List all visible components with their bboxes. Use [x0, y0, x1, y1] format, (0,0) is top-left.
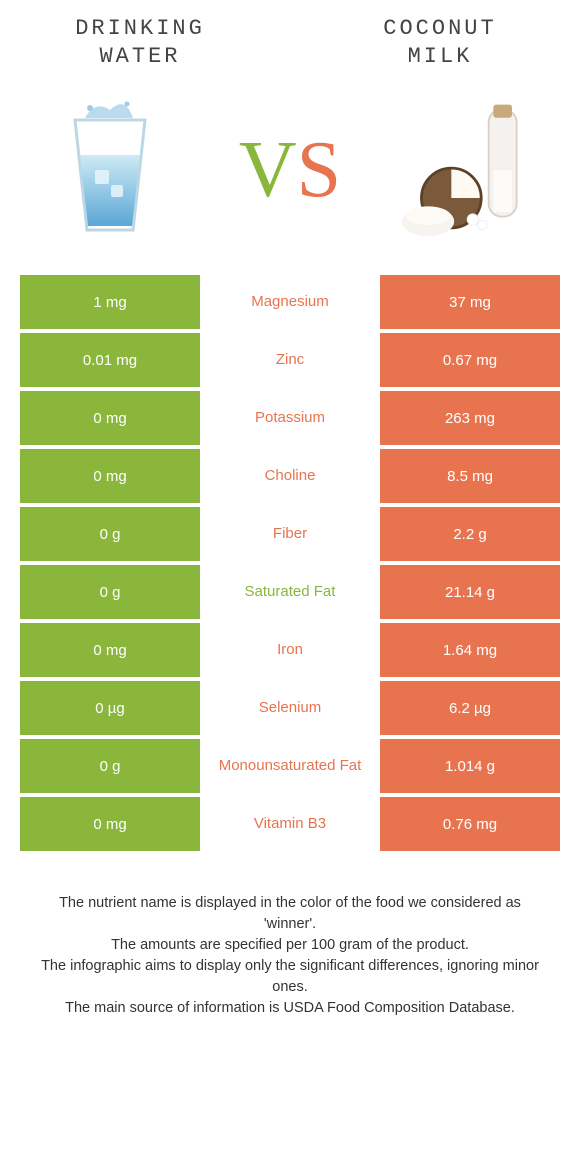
- right-food-title: Coconut milk: [340, 15, 540, 70]
- right-value-cell: 6.2 µg: [380, 681, 560, 735]
- coconut-milk-icon: [400, 95, 540, 245]
- nutrient-label: Vitamin B3: [200, 797, 380, 851]
- comparison-table: 1 mgMagnesium37 mg0.01 mgZinc0.67 mg0 mg…: [0, 275, 580, 851]
- right-value-cell: 1.64 mg: [380, 623, 560, 677]
- nutrient-label: Magnesium: [200, 275, 380, 329]
- table-row: 0 gSaturated Fat21.14 g: [20, 565, 560, 619]
- table-row: 0 mgVitamin B30.76 mg: [20, 797, 560, 851]
- nutrient-label: Potassium: [200, 391, 380, 445]
- footer-line1: The nutrient name is displayed in the co…: [35, 893, 545, 935]
- left-food-title: Drinking water: [40, 15, 240, 70]
- right-value-cell: 8.5 mg: [380, 449, 560, 503]
- left-value-cell: 0 mg: [20, 623, 200, 677]
- nutrient-label: Zinc: [200, 333, 380, 387]
- nutrient-label: Fiber: [200, 507, 380, 561]
- left-value-cell: 0 mg: [20, 449, 200, 503]
- left-value-cell: 0 µg: [20, 681, 200, 735]
- right-value-cell: 2.2 g: [380, 507, 560, 561]
- images-row: VS: [0, 80, 580, 275]
- nutrient-label: Selenium: [200, 681, 380, 735]
- nutrient-label: Monounsaturated Fat: [200, 739, 380, 793]
- left-value-cell: 1 mg: [20, 275, 200, 329]
- left-value-cell: 0 g: [20, 507, 200, 561]
- nutrient-label: Saturated Fat: [200, 565, 380, 619]
- right-value-cell: 0.67 mg: [380, 333, 560, 387]
- table-row: 0 gMonounsaturated Fat1.014 g: [20, 739, 560, 793]
- table-row: 0 mgIron1.64 mg: [20, 623, 560, 677]
- left-value-cell: 0 mg: [20, 391, 200, 445]
- vs-s: S: [297, 125, 342, 216]
- water-glass-icon: [40, 95, 180, 245]
- right-value-cell: 0.76 mg: [380, 797, 560, 851]
- table-row: 0.01 mgZinc0.67 mg: [20, 333, 560, 387]
- header: Drinking water Coconut milk: [0, 0, 580, 80]
- vs-v: V: [239, 125, 297, 216]
- right-value-cell: 1.014 g: [380, 739, 560, 793]
- footer-notes: The nutrient name is displayed in the co…: [0, 855, 580, 1019]
- left-title-line2: water: [99, 44, 180, 69]
- left-value-cell: 0 mg: [20, 797, 200, 851]
- nutrient-label: Choline: [200, 449, 380, 503]
- right-value-cell: 37 mg: [380, 275, 560, 329]
- table-row: 0 gFiber2.2 g: [20, 507, 560, 561]
- table-row: 0 µgSelenium6.2 µg: [20, 681, 560, 735]
- left-title-line1: Drinking: [75, 16, 205, 41]
- left-value-cell: 0 g: [20, 565, 200, 619]
- left-value-cell: 0.01 mg: [20, 333, 200, 387]
- footer-line4: The main source of information is USDA F…: [35, 998, 545, 1019]
- table-row: 0 mgCholine8.5 mg: [20, 449, 560, 503]
- right-title-line2: milk: [408, 44, 473, 69]
- right-title-line1: Coconut: [383, 16, 496, 41]
- right-value-cell: 21.14 g: [380, 565, 560, 619]
- right-value-cell: 263 mg: [380, 391, 560, 445]
- footer-line2: The amounts are specified per 100 gram o…: [35, 935, 545, 956]
- table-row: 1 mgMagnesium37 mg: [20, 275, 560, 329]
- table-row: 0 mgPotassium263 mg: [20, 391, 560, 445]
- vs-label: VS: [239, 125, 341, 216]
- footer-line3: The infographic aims to display only the…: [35, 956, 545, 998]
- nutrient-label: Iron: [200, 623, 380, 677]
- left-value-cell: 0 g: [20, 739, 200, 793]
